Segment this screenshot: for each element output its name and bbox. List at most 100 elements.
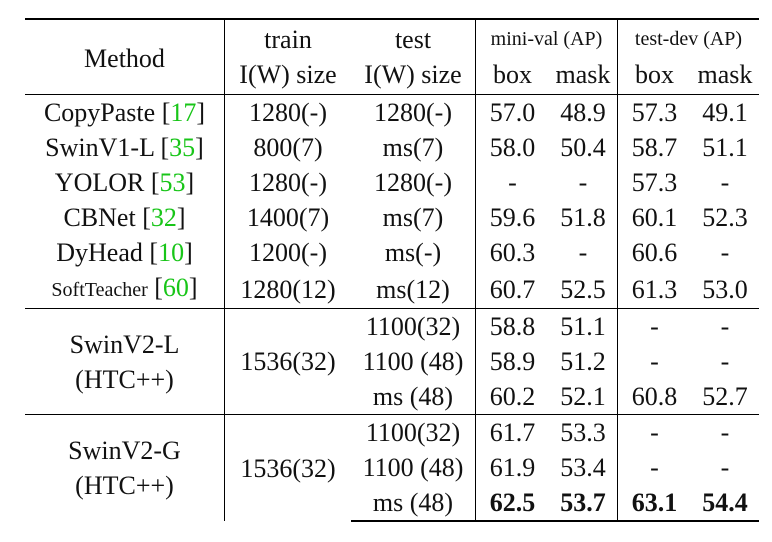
test-size: 1100 (48)	[362, 347, 464, 376]
table-row: SwinV2-L (HTC++) 1536(32) 1100(32) 58.8 5…	[25, 308, 759, 415]
citation-link[interactable]: 60	[162, 273, 189, 302]
test-size: 1280(-)	[351, 94, 476, 130]
results-table-container: Method train test mini-val (AP) test-dev…	[25, 18, 759, 522]
minival-mask: 51.1	[549, 308, 618, 344]
header-group-minival: mini-val (AP)	[475, 18, 618, 57]
train-size: 1400(7)	[246, 203, 330, 232]
test-size: 1100(32)	[351, 308, 476, 344]
minival-mask: 51.2	[560, 347, 606, 376]
minival-mask: -	[578, 168, 588, 197]
table-row: 1100 (48) 61.9 53.4 - -	[25, 450, 759, 485]
test-size: 1280(-)	[374, 168, 452, 197]
test-size: ms(12)	[376, 274, 450, 304]
minival-box: 60.2	[475, 379, 549, 415]
header-method: Method	[25, 18, 225, 95]
minival-mask: 48.9	[549, 94, 618, 130]
testdev-box: 61.3	[617, 270, 691, 309]
testdev-mask: 53.0	[702, 274, 748, 304]
header-test-bottom: I(W) size	[364, 60, 462, 89]
header-group-testdev: test-dev (AP)	[617, 18, 759, 57]
header-minival-mask: mask	[555, 60, 611, 89]
testdev-mask: -	[720, 238, 730, 267]
testdev-box: -	[617, 450, 691, 485]
testdev-box: -	[617, 308, 691, 344]
table-row: SwinV1-L [35] 800(7) ms(7) 58.0 50.4 58.…	[25, 130, 759, 165]
test-size: ms(-)	[384, 238, 442, 267]
table-row: CopyPaste [17] 1280(-) 1280(-) 57.0 48.9…	[25, 94, 759, 130]
testdev-box: 60.8	[617, 379, 691, 415]
minival-mask: 52.5	[560, 274, 606, 304]
testdev-box: 57.3	[617, 94, 691, 130]
method-cell: YOLOR [53]	[25, 165, 225, 200]
method-name: SwinV1-L	[45, 133, 154, 162]
minival-box: 61.7	[475, 414, 549, 450]
test-size: ms (48)	[372, 382, 454, 411]
minival-box: 60.7	[475, 270, 549, 309]
minival-box: 58.0	[475, 130, 549, 165]
testdev-box: 57.3	[617, 165, 691, 200]
train-size: 1280(12)	[240, 274, 336, 304]
train-size: 1200(-)	[249, 238, 327, 267]
table-row: SoftTeacher [60] 1280(12) ms(12) 60.7 52…	[25, 270, 759, 309]
minival-box: 58.9	[475, 344, 549, 379]
test-size: ms(7)	[382, 203, 444, 232]
train-size: 1280(-)	[249, 168, 327, 197]
header-testdev-box: box	[617, 57, 691, 95]
header-minival-box: box	[475, 57, 549, 95]
citation-link[interactable]: 32	[150, 203, 177, 232]
minival-mask: 51.8	[560, 203, 606, 232]
test-size: 1100 (48)	[362, 453, 464, 482]
citation-link[interactable]: 53	[159, 168, 186, 197]
header-row-1: Method train test mini-val (AP) test-dev…	[25, 18, 759, 95]
testdev-mask: 54.4	[691, 485, 759, 522]
minival-mask: -	[578, 238, 588, 267]
test-size: ms (48)	[351, 485, 476, 522]
method-subname: (HTC++)	[75, 471, 174, 500]
testdev-mask: -	[691, 414, 759, 450]
train-size: 800(7)	[253, 133, 323, 162]
header-testdev-mask: mask	[697, 60, 753, 89]
header-train-bottom: I(W) size	[239, 60, 337, 89]
testdev-box: -	[617, 414, 691, 450]
table-row: YOLOR [53] 1280(-) 1280(-) - - 57.3 -	[25, 165, 759, 200]
testdev-box: 58.7	[617, 130, 691, 165]
table-row: DyHead [10] 1200(-) ms(-) 60.3 - 60.6 -	[25, 235, 759, 270]
table-row: ms (48) 62.5 53.7 63.1 54.4	[25, 485, 759, 522]
testdev-mask: -	[720, 347, 730, 376]
method-cell: DyHead [10]	[25, 235, 225, 270]
testdev-mask: 52.7	[702, 382, 748, 411]
train-size: 1536(32)	[224, 308, 351, 415]
test-size: ms(7)	[382, 133, 444, 162]
table-row: 1100 (48) 58.9 51.2 - -	[25, 344, 759, 379]
minival-box: 60.3	[475, 235, 549, 270]
header-train-top: train	[224, 18, 351, 57]
citation-link[interactable]: 35	[169, 133, 196, 162]
header-row-2: I(W) size I(W) size box mask box mask	[25, 57, 759, 95]
method-name: CBNet	[63, 203, 136, 232]
minival-mask: 53.3	[549, 414, 618, 450]
method-cell-swinv2-l: SwinV2-L (HTC++)	[25, 308, 225, 415]
minival-box: 61.9	[475, 450, 549, 485]
minival-box: -	[475, 165, 549, 200]
minival-mask: 52.1	[560, 382, 606, 411]
minival-mask: 50.4	[560, 133, 606, 162]
method-cell: SwinV1-L [35]	[25, 130, 225, 165]
testdev-mask: -	[720, 453, 730, 482]
method-name: SwinV2-L	[69, 329, 180, 359]
train-size: 1536(32)	[224, 414, 351, 521]
method-name: DyHead	[56, 238, 143, 267]
testdev-box: 60.1	[617, 200, 691, 235]
citation-link[interactable]: 17	[170, 98, 197, 127]
table-row: ms (48) 60.2 52.1 60.8 52.7	[25, 379, 759, 415]
minival-box: 58.8	[475, 308, 549, 344]
method-name: YOLOR	[54, 168, 145, 197]
citation-link[interactable]: 10	[158, 238, 185, 267]
table-row: CBNet [32] 1400(7) ms(7) 59.6 51.8 60.1 …	[25, 200, 759, 235]
minival-mask: 53.7	[549, 485, 618, 522]
testdev-mask: 52.3	[702, 203, 748, 232]
method-name: SwinV2-G	[68, 436, 181, 465]
minival-mask: 53.4	[560, 453, 606, 482]
testdev-box: 60.6	[617, 235, 691, 270]
table-row: SwinV2-G (HTC++) 1536(32) 1100(32) 61.7 5…	[25, 414, 759, 521]
method-cell: SoftTeacher [60]	[25, 270, 225, 309]
